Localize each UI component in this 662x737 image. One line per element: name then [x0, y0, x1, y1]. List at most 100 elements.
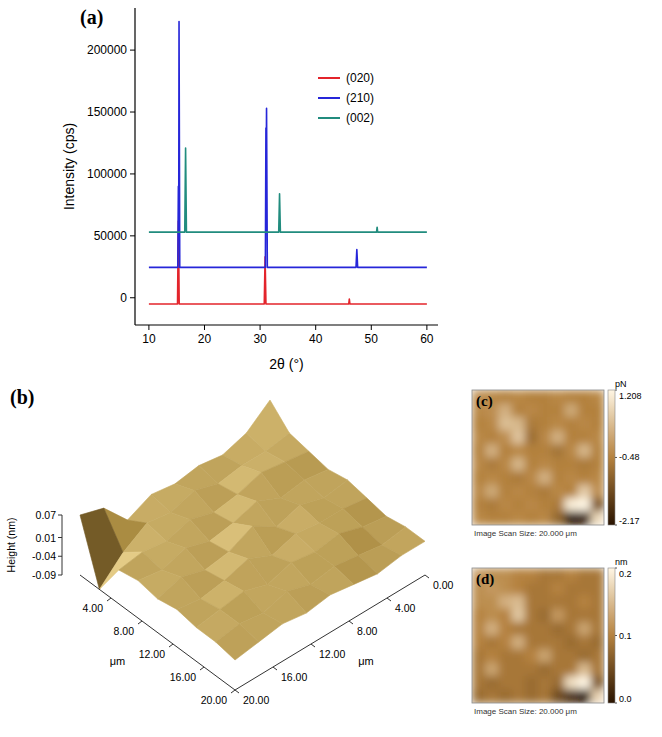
image-cell [591, 471, 604, 485]
image-cell [512, 512, 526, 526]
image-cell [564, 512, 578, 526]
colorbar-tick [615, 703, 617, 704]
image-cell [578, 595, 592, 609]
image-cell [472, 622, 486, 636]
image-cell [591, 390, 604, 404]
y-tick [130, 50, 135, 51]
image-cell [578, 417, 592, 431]
colorbar-label: 0.0 [619, 694, 632, 704]
image-cell [512, 458, 526, 472]
image-cell [551, 498, 565, 512]
image-cell [498, 458, 512, 472]
image-cell [498, 568, 512, 582]
image-cell [525, 404, 539, 418]
image-cells [472, 568, 604, 703]
x-tick-label: 16.00 [170, 671, 196, 683]
colorbar-label: 0.2 [619, 569, 632, 579]
image-cell [472, 663, 486, 677]
legend-swatch [318, 117, 340, 119]
image-cell [538, 390, 552, 404]
image-cell [591, 498, 604, 512]
image-cell [512, 471, 526, 485]
image-cell [485, 622, 499, 636]
image-cell [512, 498, 526, 512]
colorbar-tick [615, 525, 617, 526]
y-tick-label: 200000 [87, 43, 127, 57]
colorbar-unit: pN [615, 379, 627, 389]
y-tick-label: 0 [120, 291, 127, 305]
y-tick [387, 598, 391, 601]
legend-label: (002) [346, 111, 374, 125]
colorbar [608, 390, 615, 525]
x-tick [107, 598, 111, 601]
figure: 0500001000001500002000001020304050602θ (… [0, 0, 662, 737]
image-cell [564, 663, 578, 677]
image-cell [525, 458, 539, 472]
image-cell [591, 417, 604, 431]
plot-area [149, 22, 427, 304]
image-cell [485, 498, 499, 512]
image-cell [538, 444, 552, 458]
image-cell [578, 444, 592, 458]
image-cell [472, 512, 486, 526]
colorbar [608, 568, 615, 703]
image-cell [525, 676, 539, 690]
x-tick-label: 4.00 [83, 602, 104, 614]
image-cells [472, 390, 604, 525]
image-cell [538, 676, 552, 690]
image-cell [525, 595, 539, 609]
y-tick-label: 100000 [87, 167, 127, 181]
legend-label: (020) [346, 71, 374, 85]
y-tick [130, 112, 135, 113]
image-cell [538, 417, 552, 431]
image-cell [538, 622, 552, 636]
image-cell [485, 649, 499, 663]
image-cell [472, 636, 486, 650]
image-cell [512, 622, 526, 636]
image-cell [485, 690, 499, 704]
image-cell [498, 431, 512, 445]
image-cell [551, 582, 565, 596]
image-cell [578, 582, 592, 596]
x-tick-label: 10 [142, 332, 156, 346]
image-cell [578, 690, 592, 704]
z-tick-label: -0.04 [32, 550, 56, 562]
panel-label: (b) [10, 386, 34, 409]
image-cell [525, 512, 539, 526]
image-cell [525, 649, 539, 663]
z-axis [62, 515, 63, 575]
image-cell [498, 417, 512, 431]
image-cell [525, 431, 539, 445]
y-tick-label: 4.00 [395, 602, 416, 614]
image-cell [498, 676, 512, 690]
image-cell [564, 676, 578, 690]
image-cell [564, 471, 578, 485]
image-cell [512, 568, 526, 582]
image-cell [591, 431, 604, 445]
image-area [472, 568, 604, 703]
image-cell [498, 498, 512, 512]
y-tick [311, 644, 315, 647]
image-cell [551, 444, 565, 458]
image-cell [551, 485, 565, 499]
image-caption: Image Scan Size: 20.000 μm [474, 707, 577, 716]
surface-cell [80, 508, 123, 589]
image-cell [525, 390, 539, 404]
image-cell [564, 431, 578, 445]
image-cell [525, 690, 539, 704]
image-cell [578, 649, 592, 663]
image-cell [472, 595, 486, 609]
image-cell [564, 622, 578, 636]
image-cell [591, 595, 604, 609]
image-area [472, 390, 604, 525]
z-tick-label: 0.07 [36, 509, 57, 521]
x-tick [200, 667, 204, 670]
image-cell [485, 636, 499, 650]
image-cell [591, 690, 604, 704]
image-cell [498, 512, 512, 526]
image-cell [472, 471, 486, 485]
image-cell [564, 404, 578, 418]
image-cell [591, 649, 604, 663]
image-cell [525, 417, 539, 431]
image-cell [512, 431, 526, 445]
